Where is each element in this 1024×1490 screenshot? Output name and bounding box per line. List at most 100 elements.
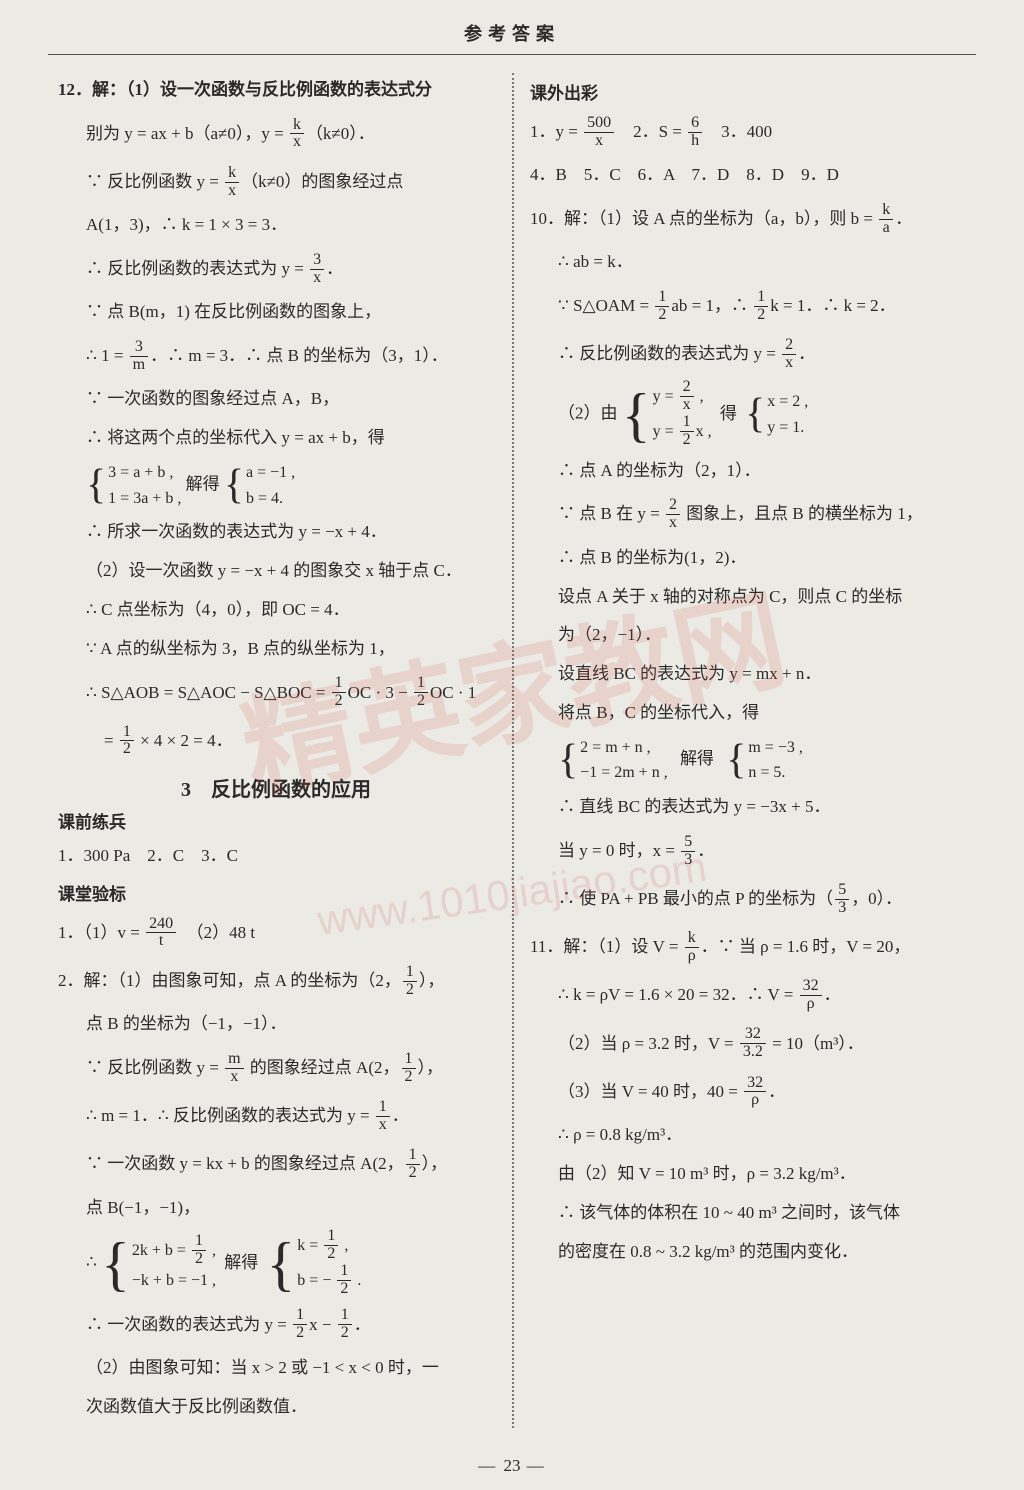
text-line: 点 B(−1，−1)， [58,1191,494,1226]
txt: 解得 [186,474,220,493]
fraction: 2x [666,497,680,532]
brace-system: {3 = a + b ,1 = 3a + b , [86,460,181,511]
fraction: 323.2 [740,1026,766,1061]
text-line: ∴ ρ = 0.8 kg/m³． [530,1118,966,1153]
pre-class-title: 课前练兵 [58,808,494,833]
fraction: 3m [130,339,148,374]
text-line: 2．解：（1）由图象可知，点 A 的坐标为（2，12）， [58,959,494,1003]
txt: 2．S = [616,122,686,141]
txt: （k≠0）的图象经过点 [241,172,403,191]
in-class-title: 课堂验标 [58,880,494,905]
fraction: mx [225,1051,243,1086]
txt: OC · 1 [430,683,476,702]
fraction: 12 [293,1307,307,1342]
fraction: kx [225,165,239,200]
fraction: 500x [584,115,614,150]
text-line: 1．（1）v = 240t （2）48 t [58,911,494,955]
txt: ，0）． [851,889,902,908]
txt: 解得 [224,1253,258,1272]
left-column: 12．解：（1）设一次函数与反比例函数的表达式分 别为 y = ax + b（a… [48,73,512,1428]
fraction: 53 [835,882,849,917]
fraction: 12 [120,724,134,759]
txt: ． [354,1315,371,1334]
txt: ∴ 使 PA + PB 最小的点 P 的坐标为（ [558,889,833,908]
txt: ∴ m = 1．∴ 反比例函数的表达式为 y = [86,1106,374,1125]
txt: 的图象经过点 A(2， [246,1058,400,1077]
text-line: （2）设一次函数 y = −x + 4 的图象交 x 轴于点 C． [58,554,494,589]
txt: 别为 y = ax + b（a≠0），y = [86,124,288,143]
brace-system: {x = 2 ,y = 1. [745,389,808,440]
txt: ∵ 反比例函数 y = [86,172,223,191]
brace-system: {2 = m + n ,−1 = 2m + n , [558,735,668,786]
fraction: 2x [782,337,796,372]
txt: ）， [418,1058,444,1077]
text-line: 设点 A 关于 x 轴的对称点为 C，则点 C 的坐标 [530,580,966,615]
fraction: 3x [310,252,324,287]
fraction: 53 [681,834,695,869]
txt: 图象上，且点 B 的横坐标为 1， [682,504,923,523]
text-line: 的密度在 0.8 ~ 3.2 kg/m³ 的范围内变化． [530,1235,966,1270]
text-line: （3）当 V = 40 时，40 = 32ρ． [530,1070,966,1114]
text-line: ∴ 该气体的体积在 10 ~ 40 m³ 之间时，该气体 [530,1196,966,1231]
brace-system: {a = −1 ,b = 4. [224,460,295,511]
txt: ∴ 反比例函数的表达式为 y = [86,259,308,278]
fraction: ka [879,202,893,237]
text-line: ∵ 一次函数的图象经过点 A，B， [58,382,494,417]
text-line: 12．解：（1）设一次函数与反比例函数的表达式分 [58,73,494,108]
fraction: kx [290,117,304,152]
content-columns: 12．解：（1）设一次函数与反比例函数的表达式分 别为 y = ax + b（a… [48,73,976,1428]
text-line: 别为 y = ax + b（a≠0），y = kx（k≠0）． [58,112,494,156]
txt: ∴ S△AOB = S△AOC − S△BOC = [86,683,330,702]
brace-system: { y = 2x , y = 12x , [622,380,712,449]
fraction: 12 [332,675,346,710]
txt: ）， [422,1154,448,1173]
q12-line: 12．解：（1）设一次函数与反比例函数的表达式分 [58,80,432,99]
txt: k = 1．∴ k = 2． [770,296,895,315]
text-line: = 12 × 4 × 2 = 4． [58,719,494,763]
brace-system: {m = −3 ,n = 5. [726,735,803,786]
ext-title: 课外出彩 [530,79,966,104]
txt: ∴ [86,1253,101,1272]
text-line: 4．B 5．C 6．A 7．D 8．D 9．D [530,158,966,193]
text-line: ∴ 直线 BC 的表达式为 y = −3x + 5． [530,790,966,825]
fraction: 12 [406,1147,420,1182]
txt: 得 [720,404,737,423]
text-line: A(1，3)，∴ k = 1 × 3 = 3． [58,208,494,243]
text-line: （2）由图象可知：当 x > 2 或 −1 < x < 0 时，一 [58,1351,494,1386]
text-line: 由（2）知 V = 10 m³ 时，ρ = 3.2 kg/m³． [530,1157,966,1192]
fraction: 1x [376,1099,390,1134]
txt: 当 y = 0 时，x = [558,841,679,860]
text-line: ∵ 反比例函数 y = kx（k≠0）的图象经过点 [58,160,494,204]
fraction: 12 [414,675,428,710]
txt: ）， [419,971,445,990]
fraction: kρ [685,930,699,965]
brace-system: { 2k + b = 12 , −k + b = −1 , [101,1234,216,1294]
text-line: ∴ 反比例函数的表达式为 y = 3x． [58,247,494,291]
text-line: 1．y = 500x 2．S = 6h 3．400 [530,110,966,154]
txt: （2）48 t [178,923,255,942]
text-line: {3 = a + b ,1 = 3a + b , 解得 {a = −1 ,b =… [58,460,494,511]
text-line: ∴ C 点坐标为（4，0），即 OC = 4． [58,593,494,628]
section-3-title: 3 反比例函数的应用 [58,773,494,802]
txt: × 4 × 2 = 4． [136,731,233,750]
text-line: 次函数值大于反比例函数值． [58,1390,494,1425]
txt: （2）由 [558,404,618,423]
text-line: ∵ S△OAM = 12ab = 1，∴ 12k = 1．∴ k = 2． [530,284,966,328]
text-line: ∴ 一次函数的表达式为 y = 12x − 12． [58,1303,494,1347]
fraction: 6h [688,115,702,150]
txt: ． [895,209,912,228]
txt: ∴ k = ρV = 1.6 × 20 = 32．∴ V = [558,985,798,1004]
fraction: 12 [403,964,417,999]
txt: 解得 [680,749,714,768]
text-line: ∵ 点 B(m，1) 在反比例函数的图象上， [58,295,494,330]
text-line: ∵ 反比例函数 y = mx 的图象经过点 A(2，12）， [58,1046,494,1090]
text-line: 1．300 Pa 2．C 3．C [58,839,494,874]
page-number: 23 [504,1456,521,1475]
txt: ． [392,1106,409,1125]
txt: = [104,731,118,750]
text-line: ∵ A 点的纵坐标为 3，B 点的纵坐标为 1， [58,632,494,667]
text-line: 为（2，−1）． [530,618,966,653]
text-line: （2）当 ρ = 3.2 时，V = 323.2 = 10（m³）． [530,1022,966,1066]
right-column: 课外出彩 1．y = 500x 2．S = 6h 3．400 4．B 5．C 6… [512,73,976,1428]
text-line: ∴ S△AOB = S△AOC − S△BOC = 12OC · 3 − 12O… [58,671,494,715]
